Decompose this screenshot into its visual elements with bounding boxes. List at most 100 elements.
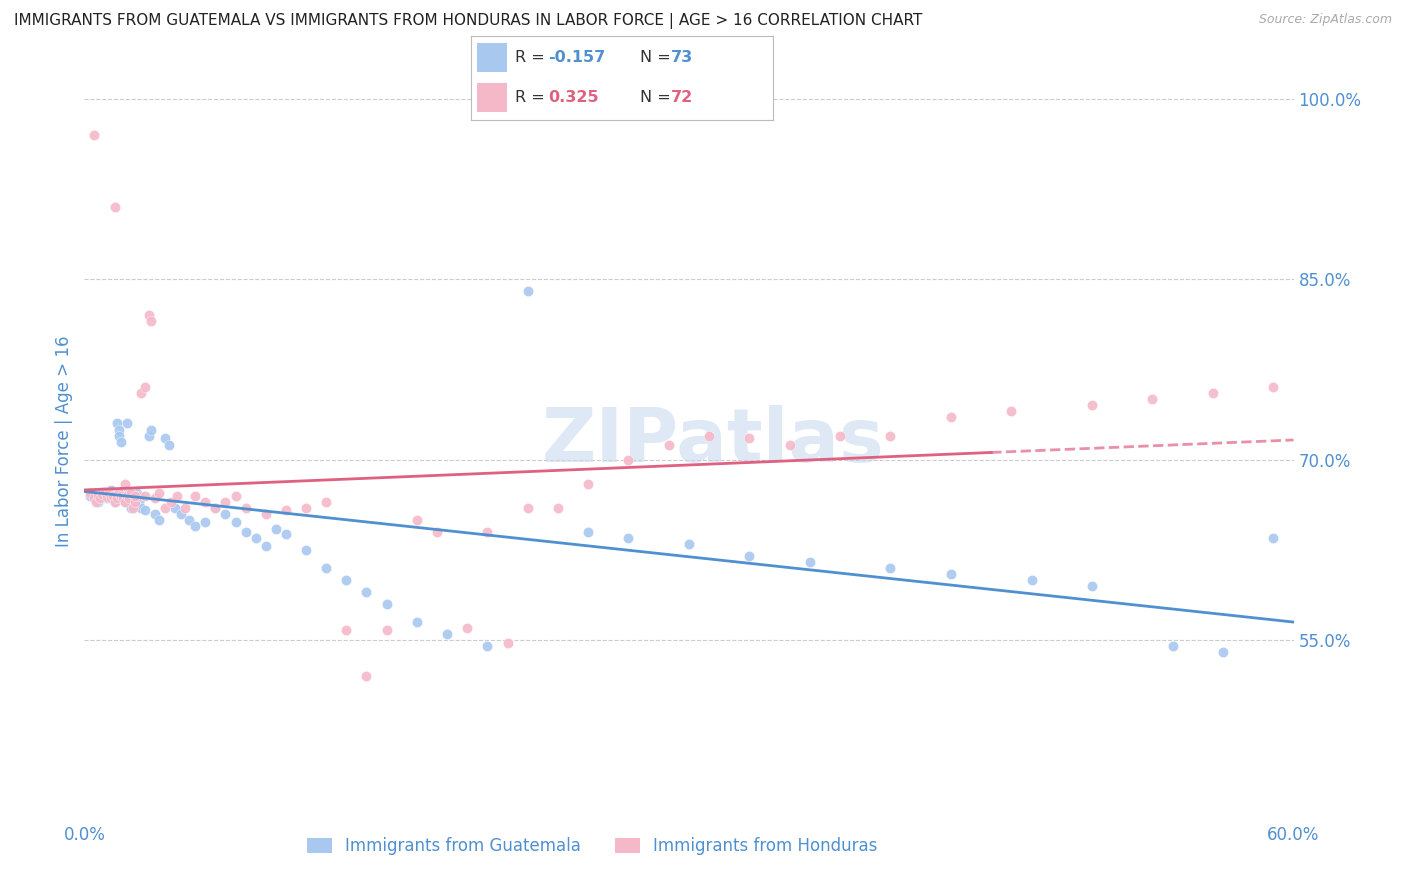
Point	[153, 500, 176, 515]
Point	[214, 507, 236, 521]
Point	[697, 428, 720, 442]
Point	[128, 489, 150, 503]
Point	[179, 513, 201, 527]
Point	[274, 527, 297, 541]
Point	[115, 417, 138, 431]
Point	[184, 489, 207, 503]
Point	[114, 494, 136, 508]
Bar	[477, 44, 508, 72]
Point	[107, 486, 129, 500]
Point	[134, 503, 156, 517]
Point	[93, 487, 115, 501]
Point	[939, 410, 962, 425]
Point	[138, 308, 160, 322]
Point	[124, 491, 146, 505]
Point	[120, 486, 142, 500]
Point	[1000, 404, 1022, 418]
Point	[160, 494, 183, 508]
Point	[375, 597, 398, 611]
Point	[83, 491, 105, 505]
Point	[235, 524, 257, 539]
Point	[107, 428, 129, 442]
Point	[104, 200, 127, 214]
Point	[477, 639, 499, 653]
Point	[617, 531, 640, 545]
Point	[335, 573, 357, 587]
Point	[96, 490, 118, 504]
Text: 73: 73	[671, 50, 693, 65]
Point	[120, 500, 142, 515]
Point	[174, 500, 197, 515]
Point	[356, 669, 378, 683]
Point	[225, 489, 247, 503]
Point	[170, 507, 193, 521]
Point	[516, 284, 538, 298]
Point	[134, 380, 156, 394]
Point	[138, 428, 160, 442]
Point	[114, 494, 136, 508]
Point	[118, 491, 141, 505]
Point	[678, 537, 700, 551]
Point	[110, 434, 132, 449]
Point	[335, 624, 357, 638]
Point	[97, 486, 120, 500]
Point	[406, 513, 429, 527]
Point	[105, 417, 128, 431]
Point	[134, 489, 156, 503]
Point	[105, 491, 128, 505]
Text: Source: ZipAtlas.com: Source: ZipAtlas.com	[1258, 13, 1392, 27]
Point	[83, 128, 105, 142]
Point	[104, 494, 127, 508]
Point	[91, 487, 114, 501]
Point	[97, 486, 120, 500]
Point	[118, 486, 141, 500]
Point	[1142, 392, 1164, 407]
Text: IMMIGRANTS FROM GUATEMALA VS IMMIGRANTS FROM HONDURAS IN LABOR FORCE | AGE > 16 : IMMIGRANTS FROM GUATEMALA VS IMMIGRANTS …	[14, 13, 922, 29]
Point	[143, 491, 166, 505]
Point	[139, 314, 162, 328]
Point	[879, 561, 901, 575]
Point	[89, 491, 111, 505]
Text: R =: R =	[515, 50, 550, 65]
Point	[139, 423, 162, 437]
Point	[456, 621, 478, 635]
Point	[111, 491, 134, 505]
Text: R =: R =	[515, 90, 550, 105]
Point	[114, 491, 136, 505]
Point	[101, 489, 124, 503]
Point	[879, 428, 901, 442]
Point	[166, 489, 188, 503]
Point	[121, 489, 143, 503]
Point	[89, 489, 111, 503]
Point	[426, 524, 449, 539]
Point	[143, 507, 166, 521]
Point	[153, 431, 176, 445]
Point	[235, 500, 257, 515]
Point	[315, 561, 337, 575]
Point	[295, 500, 318, 515]
Point	[779, 438, 801, 452]
Point	[939, 566, 962, 581]
Point	[79, 489, 101, 503]
Point	[738, 431, 761, 445]
Text: N =: N =	[640, 90, 676, 105]
Point	[184, 518, 207, 533]
Point	[87, 494, 110, 508]
Point	[194, 515, 217, 529]
Text: ZIPatlas: ZIPatlas	[541, 405, 884, 478]
Point	[799, 555, 821, 569]
Point	[617, 452, 640, 467]
Point	[375, 624, 398, 638]
Point	[1081, 399, 1104, 413]
Point	[93, 485, 115, 500]
Point	[157, 438, 180, 452]
Text: 0.325: 0.325	[548, 90, 599, 105]
Point	[129, 386, 152, 401]
Text: 72: 72	[671, 90, 693, 105]
Point	[1263, 531, 1285, 545]
Point	[129, 500, 152, 515]
Bar	[477, 83, 508, 112]
Point	[658, 438, 681, 452]
Point	[110, 491, 132, 505]
Point	[315, 494, 337, 508]
